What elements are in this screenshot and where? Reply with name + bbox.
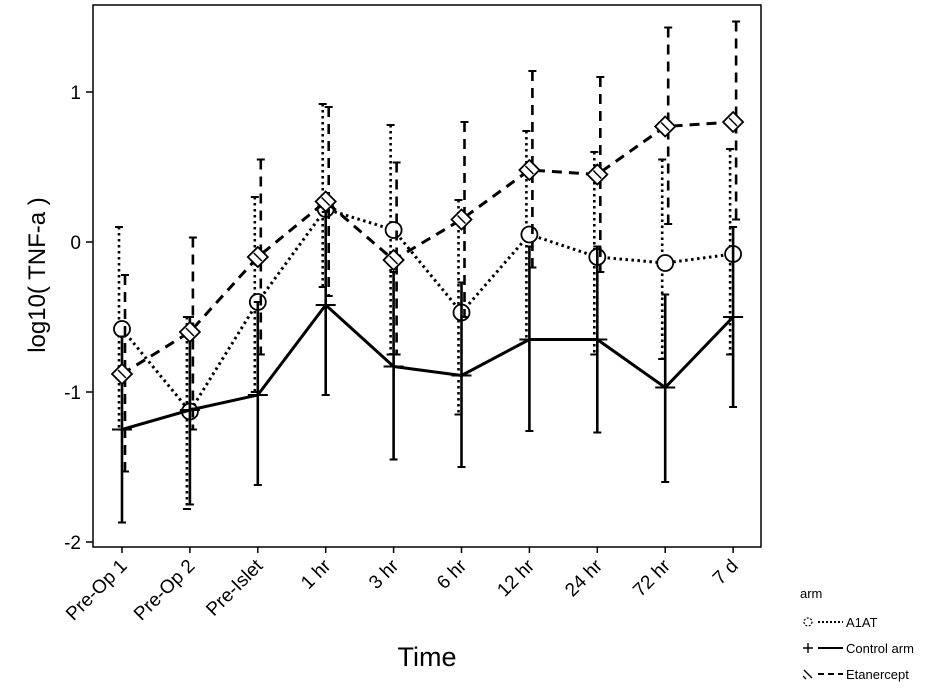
y-axis-title: log10( TNF-a ) — [24, 197, 51, 353]
error-cap-control-arm — [661, 293, 670, 483]
error-cap-control-arm — [185, 316, 194, 506]
x-tick-label: 72 hr — [629, 555, 675, 601]
legend: arm A1AT Control arm Etanercept — [800, 586, 914, 682]
x-tick-label: 7 d — [709, 556, 743, 590]
legend-label-a1at: A1AT — [846, 615, 878, 630]
series-layer — [110, 20, 745, 524]
marker-slash-etanercept — [660, 121, 670, 132]
marker-control-arm — [315, 295, 336, 315]
x-tick-label: 6 hr — [433, 555, 471, 593]
series-etanercept — [110, 20, 745, 473]
legend-item-a1at: A1AT — [803, 615, 878, 630]
error-cap-etanercept — [528, 70, 537, 269]
y-tick-label: 1 — [70, 83, 81, 104]
plot-frame — [92, 4, 762, 548]
marker-control-arm — [112, 419, 132, 440]
line-control-arm — [121, 303, 735, 431]
error-cap-etanercept — [256, 158, 265, 356]
marker-control-arm — [655, 377, 676, 398]
marker-slash-etanercept — [389, 255, 399, 265]
marker-slash-etanercept — [321, 196, 331, 207]
marker-a1at — [656, 254, 675, 272]
legend-label-control: Control arm — [846, 641, 914, 656]
error-cap-control-arm — [729, 226, 738, 408]
y-tick-label: -2 — [64, 533, 81, 554]
legend-marker-control — [803, 643, 813, 653]
error-cap-etanercept — [324, 106, 333, 297]
legend-item-control: Control arm — [803, 641, 914, 656]
marker-a1at — [520, 225, 539, 244]
x-tick-label: 3 hr — [365, 555, 403, 593]
marker-slash-etanercept — [728, 117, 738, 127]
y-tick-label: 0 — [70, 233, 81, 254]
x-tick-label: 1 hr — [297, 555, 335, 593]
marker-slash-etanercept — [456, 214, 467, 225]
error-cap-etanercept — [188, 236, 197, 431]
error-cap-etanercept — [732, 20, 741, 221]
error-cap-etanercept — [664, 26, 673, 225]
series-a1at — [113, 103, 742, 510]
marker-control-arm — [383, 356, 404, 377]
error-cap-etanercept — [392, 161, 401, 356]
marker-control-arm — [247, 385, 268, 405]
marker-slash-etanercept — [524, 165, 534, 175]
marker-slash-etanercept — [117, 369, 127, 379]
legend-label-etanercept: Etanercept — [846, 667, 909, 682]
error-cap-etanercept — [121, 274, 129, 473]
marker-a1at — [113, 320, 131, 338]
legend-title: arm — [800, 586, 822, 601]
marker-control-arm — [451, 365, 472, 386]
x-tick-label: Pre-Op 1 — [62, 556, 131, 625]
x-tick-label: 12 hr — [493, 555, 539, 601]
marker-control-arm — [587, 329, 608, 350]
marker-slash-etanercept — [592, 169, 602, 180]
marker-slash-etanercept — [185, 327, 195, 337]
x-tick-label: Pre-Islet — [202, 555, 267, 620]
error-cap-control-arm — [118, 335, 126, 524]
legend-marker-a1at — [803, 617, 813, 627]
legend-marker-etanercept — [802, 669, 813, 680]
x-tick-label: 24 hr — [561, 555, 607, 601]
marker-control-arm — [723, 307, 744, 327]
legend-item-etanercept: Etanercept — [802, 667, 909, 682]
marker-slash-etanercept — [253, 252, 263, 262]
x-axis-title: Time — [398, 642, 457, 672]
marker-a1at — [384, 221, 403, 239]
error-cap-etanercept — [596, 76, 605, 273]
line-etanercept — [121, 120, 734, 376]
marker-control-arm — [179, 400, 200, 420]
error-cap-control-arm — [593, 245, 602, 434]
line-a1at — [120, 207, 734, 413]
error-cap-etanercept — [460, 121, 469, 318]
series-control-arm — [112, 211, 744, 524]
marker-control-arm — [519, 329, 540, 350]
x-tick-label: Pre-Op 2 — [130, 556, 199, 625]
y-tick-label: -1 — [64, 383, 81, 404]
